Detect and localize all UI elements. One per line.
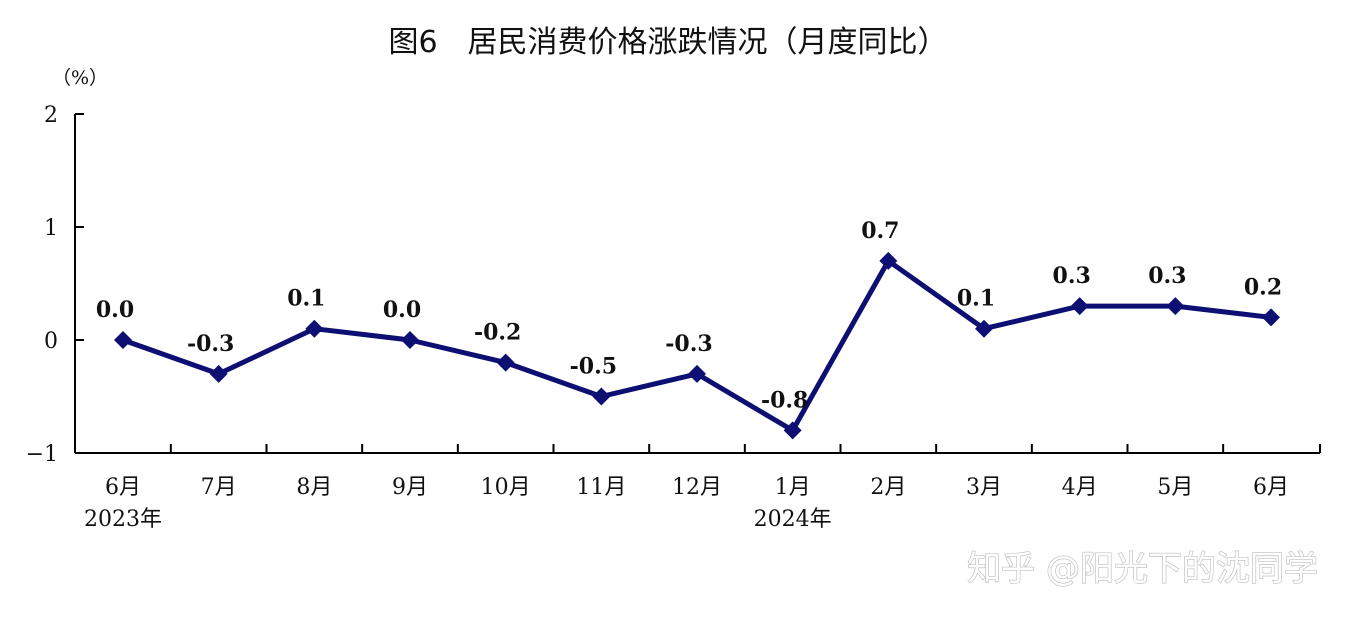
y-axis-unit: （%） bbox=[52, 67, 108, 89]
x-tick-label: 3月 bbox=[966, 475, 1002, 500]
data-point-marker bbox=[1262, 308, 1280, 327]
axes bbox=[74, 113, 1321, 454]
x-tick-label: 1月 bbox=[775, 475, 811, 500]
x-year-label: 2024年 bbox=[754, 507, 832, 532]
data-label: 0.2 bbox=[1244, 274, 1282, 300]
y-tick-labels: 2 1 0 −1 bbox=[26, 103, 58, 467]
data-label: 0.0 bbox=[383, 297, 421, 323]
data-label: -0.3 bbox=[665, 331, 712, 357]
data-label: 0.1 bbox=[287, 286, 325, 312]
y-tick-label: 0 bbox=[44, 329, 58, 354]
data-label: -0.8 bbox=[761, 387, 808, 413]
series-line-group bbox=[114, 251, 1280, 440]
data-label: -0.3 bbox=[187, 331, 234, 357]
data-label: 0.7 bbox=[861, 218, 899, 244]
data-point-marker bbox=[1166, 297, 1185, 316]
data-point-marker bbox=[592, 387, 611, 406]
x-tick-label: 5月 bbox=[1157, 475, 1193, 500]
x-tick-labels: 6月 7月 8月 9月 10月 11月 12月 1月 2月 3月 4月 5月 6月 2023年 2024年 bbox=[84, 475, 1289, 532]
data-point-marker bbox=[496, 353, 515, 372]
x-tick-label: 2月 bbox=[870, 475, 906, 500]
x-tick-label: 12月 bbox=[672, 475, 722, 500]
data-label: -0.5 bbox=[570, 354, 617, 380]
x-tick-label: 9月 bbox=[392, 475, 428, 500]
x-tick-label: 7月 bbox=[201, 475, 237, 500]
data-point-marker bbox=[879, 251, 898, 270]
y-tick-label: −1 bbox=[26, 442, 58, 467]
data-point-marker bbox=[783, 421, 802, 440]
data-label: -0.2 bbox=[474, 320, 521, 346]
data-point-marker bbox=[209, 364, 228, 383]
x-tick-label: 10月 bbox=[481, 475, 531, 500]
data-label: 0.3 bbox=[1053, 263, 1091, 289]
data-point-marker bbox=[114, 331, 132, 349]
x-tick-label: 4月 bbox=[1062, 475, 1098, 500]
data-point-marker bbox=[688, 364, 706, 383]
chart-title: 图6 居民消费价格涨跌情况（月度同比） bbox=[388, 25, 947, 60]
watermark: 知乎 @阳光下的沈同学 bbox=[967, 549, 1318, 589]
data-point-marker bbox=[305, 319, 324, 338]
x-tick-label: 8月 bbox=[296, 475, 332, 500]
data-point-marker bbox=[1070, 297, 1089, 316]
data-point-marker bbox=[975, 319, 993, 338]
data-point-marker bbox=[401, 331, 419, 349]
x-year-label: 2023年 bbox=[84, 507, 162, 532]
data-label: 0.3 bbox=[1148, 263, 1186, 289]
y-tick-label: 2 bbox=[44, 103, 58, 128]
data-labels: 0.0 -0.3 0.1 0.0 -0.2 -0.5 -0.3 -0.8 0.7 0.1 0.3 0.… bbox=[96, 218, 1282, 414]
x-tick-label: 6月 bbox=[1253, 475, 1289, 500]
data-label: 0.1 bbox=[957, 286, 995, 312]
x-tick-label: 11月 bbox=[576, 475, 626, 500]
x-tick-label: 6月 bbox=[105, 475, 141, 500]
data-label: 0.0 bbox=[96, 297, 134, 323]
y-tick-label: 1 bbox=[44, 216, 58, 241]
